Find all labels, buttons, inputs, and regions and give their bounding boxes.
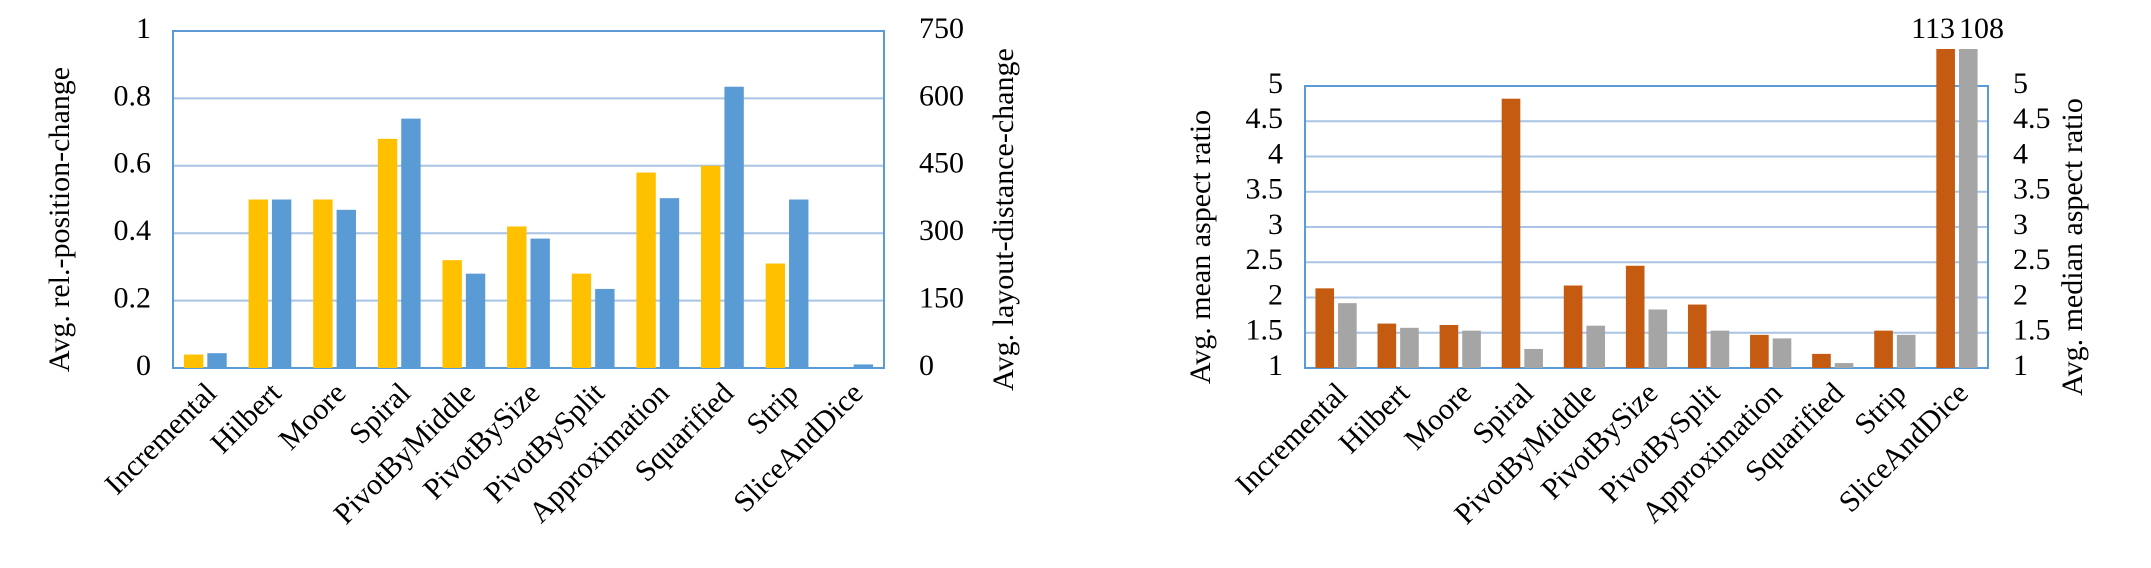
y-tick-label: 2 <box>1268 278 1283 311</box>
y-tick-label: 1.5 <box>1246 314 1284 347</box>
y-tick-label: 0.2 <box>114 281 152 314</box>
y-axis-title: Avg. mean aspect ratio <box>1184 110 1217 384</box>
bar <box>1648 309 1668 368</box>
y-axis-title: Avg. rel.-position-change <box>43 67 76 372</box>
y2-tick-label: 5 <box>2013 67 2028 100</box>
bar <box>1563 285 1583 368</box>
y-tick-label: 4 <box>1268 137 1283 170</box>
bar <box>442 260 462 368</box>
bar <box>765 263 786 368</box>
bar <box>571 273 592 368</box>
bar <box>1936 49 1955 368</box>
y2-tick-label: 0 <box>919 349 934 382</box>
bar <box>1750 334 1769 368</box>
bar <box>183 354 204 368</box>
bar <box>1834 363 1854 368</box>
bar <box>1874 330 1893 368</box>
y-tick-label: 0.4 <box>114 214 152 247</box>
data-label: 108 <box>1959 12 2004 45</box>
bar <box>1625 265 1645 368</box>
bar <box>401 118 421 368</box>
y2-tick-label: 2 <box>2013 278 2028 311</box>
bar <box>853 364 874 368</box>
x-tick-label: Incremental <box>99 376 224 501</box>
bar <box>1687 304 1707 368</box>
data-label: 113 <box>1911 12 1955 45</box>
y-tick-label: 3 <box>1268 208 1283 241</box>
x-tick-label: Moore <box>1398 376 1478 456</box>
bar <box>1439 324 1459 368</box>
bar <box>1315 288 1335 368</box>
bar <box>701 165 721 368</box>
y2-tick-label: 2.5 <box>2013 243 2051 276</box>
y-tick-label: 5 <box>1268 67 1283 100</box>
bar <box>1462 330 1481 368</box>
y-tick-label: 1 <box>1268 349 1283 382</box>
y-tick-label: 1 <box>136 12 151 45</box>
y2-axis-title: Avg. layout-distance-change <box>987 48 1020 391</box>
bar <box>1710 330 1730 368</box>
y2-tick-label: 4 <box>2013 137 2028 170</box>
bar <box>1524 348 1543 368</box>
y2-tick-label: 1 <box>2013 349 2028 382</box>
bar <box>789 199 809 368</box>
y-tick-label: 4.5 <box>1246 102 1284 135</box>
y2-tick-label: 3 <box>2013 208 2028 241</box>
y-tick-label: 0 <box>136 349 151 382</box>
bar <box>465 273 486 368</box>
bar <box>248 199 268 368</box>
y-tick-label: 3.5 <box>1246 173 1284 206</box>
bar <box>636 172 656 368</box>
y2-tick-label: 3.5 <box>2013 173 2051 206</box>
bars <box>183 86 874 368</box>
y2-tick-label: 300 <box>919 214 964 247</box>
bars <box>1315 49 1978 368</box>
bar <box>313 199 333 368</box>
y2-tick-label: 4.5 <box>2013 102 2051 135</box>
y-tick-label: 2.5 <box>1246 243 1284 276</box>
bar <box>1958 49 1978 368</box>
bar <box>336 209 356 368</box>
y-tick-label: 0.8 <box>114 79 152 112</box>
bar <box>1400 327 1419 368</box>
bar <box>207 353 227 368</box>
bar <box>530 238 550 368</box>
y2-tick-label: 1.5 <box>2013 314 2051 347</box>
bar <box>377 138 398 368</box>
plot-frame <box>1304 85 1989 369</box>
y2-axis-title: Avg. median aspect ratio <box>2056 98 2089 396</box>
y2-tick-label: 450 <box>919 147 964 180</box>
bar <box>271 199 292 368</box>
x-tick-label: Hilbert <box>204 376 288 460</box>
bar <box>1896 334 1916 368</box>
bar <box>507 226 527 368</box>
plot-frame <box>172 30 885 369</box>
y-tick-label: 0.6 <box>114 147 152 180</box>
x-tick-label: Moore <box>273 376 353 456</box>
y2-tick-label: 150 <box>919 281 964 314</box>
bar <box>1812 353 1831 368</box>
bar <box>1377 323 1397 368</box>
bar <box>724 86 744 368</box>
bar <box>1501 98 1521 368</box>
y2-tick-label: 600 <box>919 79 964 112</box>
bar <box>1338 303 1357 368</box>
chart: 0 0.2 0.4 0.6 0.8 1 0 150 300 450 600 750 Avg. rel.-… <box>43 12 1020 531</box>
bar <box>1772 338 1792 368</box>
y2-tick-label: 750 <box>919 12 964 45</box>
bar <box>1586 325 1606 368</box>
bar <box>659 198 680 368</box>
x-tick-label: Hilbert <box>1333 376 1417 460</box>
bar <box>595 288 615 368</box>
